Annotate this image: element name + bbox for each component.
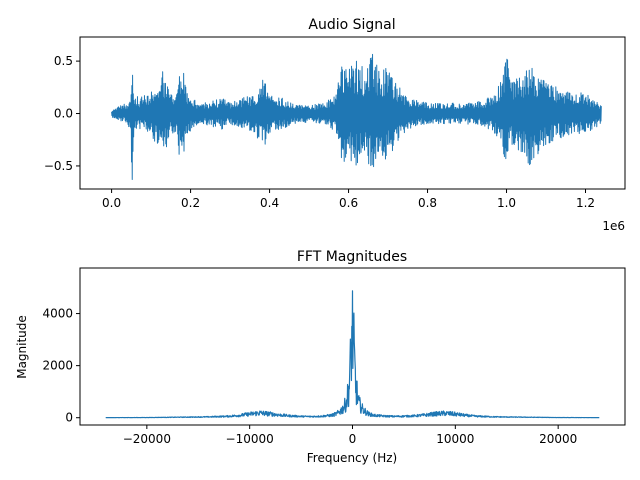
- audio-signal-axes: Audio Signal 0.0 0.2 0.4 0.6 0.8 1.0 1.2 −0.5 0…: [44, 17, 626, 233]
- fft-magnitudes-x-ticks: −20000 −10000 0 10000 20000: [123, 425, 577, 446]
- x-tick-label: 0.0: [102, 196, 121, 210]
- fft-magnitudes-x-axis-label: Frequency (Hz): [307, 451, 398, 465]
- fft-magnitudes-series-line-0: [105, 290, 600, 419]
- x-tick-label: 0.6: [339, 196, 358, 210]
- y-tick-label: 0.5: [54, 54, 73, 68]
- fft-magnitudes-y-ticks: 0 2000 4000: [42, 307, 80, 425]
- x-tick-label: −10000: [226, 432, 274, 446]
- audio-signal-x-offset-label: 1e6: [602, 219, 625, 233]
- x-tick-label: 0: [349, 432, 357, 446]
- y-tick-label: −0.5: [44, 159, 73, 173]
- x-tick-label: 0.8: [418, 196, 437, 210]
- audio-signal-plot-area: [111, 53, 602, 181]
- x-tick-label: 10000: [436, 432, 474, 446]
- x-tick-label: 0.4: [260, 196, 279, 210]
- audio-signal-x-ticks: 0.0 0.2 0.4 0.6 0.8 1.0 1.2: [102, 189, 595, 210]
- x-tick-label: 1.2: [576, 196, 595, 210]
- x-tick-label: 20000: [539, 432, 577, 446]
- fft-magnitudes-title: FFT Magnitudes: [297, 249, 407, 265]
- fft-magnitudes-plot-area: [105, 290, 600, 419]
- y-tick-label: 4000: [42, 307, 73, 321]
- y-tick-label: 0.0: [54, 107, 73, 121]
- audio-signal-frame: [79, 36, 626, 190]
- y-tick-label: 2000: [42, 359, 73, 373]
- y-tick-label: 0: [65, 411, 73, 425]
- audio-signal-title: Audio Signal: [308, 17, 395, 33]
- audio-signal-series-line-0: [111, 53, 602, 181]
- x-tick-label: −20000: [123, 432, 171, 446]
- x-tick-label: 1.0: [497, 196, 516, 210]
- fft-magnitudes-axes: FFT Magnitudes −20000 −10000 0 10000 20000 0…: [15, 249, 626, 465]
- x-tick-label: 0.2: [181, 196, 200, 210]
- audio-signal-y-ticks: −0.5 0.0 0.5: [44, 54, 80, 173]
- fft-magnitudes-y-axis-label: Magnitude: [15, 315, 29, 379]
